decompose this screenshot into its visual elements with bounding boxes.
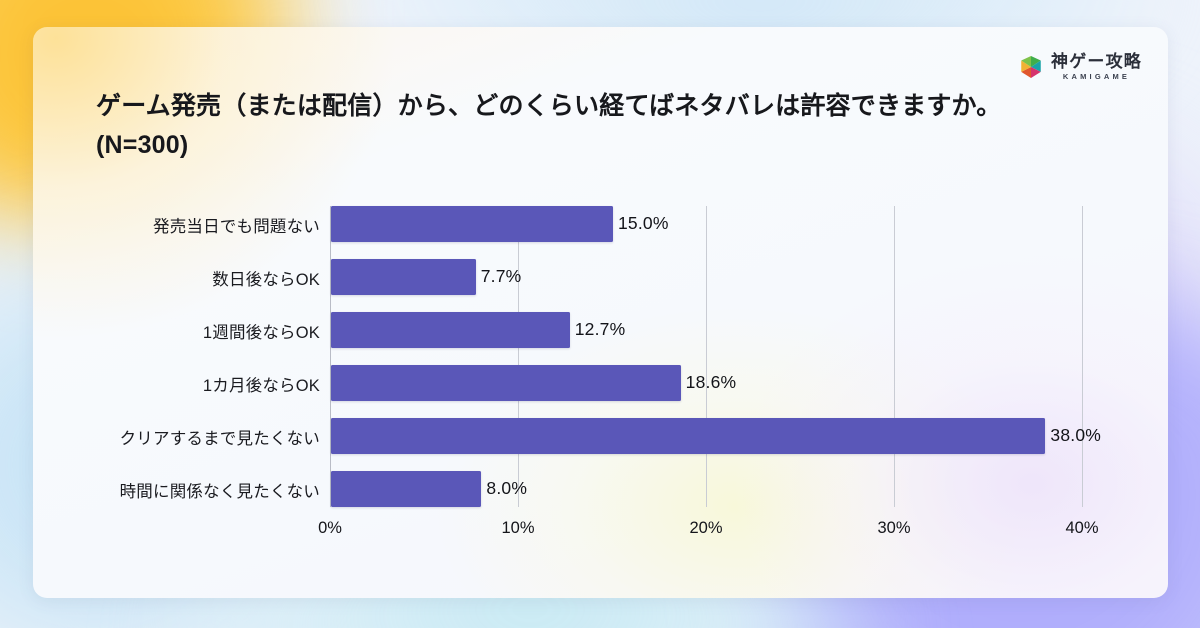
bar bbox=[331, 312, 570, 348]
category-label: 発売当日でも問題ない bbox=[153, 218, 320, 236]
x-tick-label: 0% bbox=[318, 519, 342, 537]
gridline bbox=[894, 206, 895, 507]
bar-value-label: 7.7% bbox=[480, 266, 522, 286]
bar-value-label: 12.7% bbox=[574, 319, 626, 339]
gridline bbox=[518, 206, 519, 507]
x-tick-label: 20% bbox=[689, 519, 723, 537]
x-tick-label: 40% bbox=[1065, 519, 1099, 537]
bar-chart: 発売当日でも問題ない 15.0% 数日後ならOK 7.7% 1週間後ならOK 12.7% 1… bbox=[33, 27, 1168, 598]
bar-value-label: 38.0% bbox=[1050, 425, 1102, 445]
bar bbox=[331, 259, 476, 295]
x-tick-label: 30% bbox=[877, 519, 911, 537]
category-label: 数日後ならOK bbox=[212, 271, 320, 289]
category-label: 時間に関係なく見たくない bbox=[119, 483, 320, 501]
logo-jp-text: 神ゲー攻略 bbox=[1051, 52, 1142, 71]
bar bbox=[331, 365, 681, 401]
bar-value-label: 8.0% bbox=[486, 478, 528, 498]
gridline bbox=[1082, 206, 1083, 507]
gridline bbox=[706, 206, 707, 507]
category-label: 1週間後ならOK bbox=[202, 324, 320, 342]
logo-en-text: KAMIGAME bbox=[1062, 72, 1131, 81]
kamigame-logo: 神ゲー攻略 KAMIGAME bbox=[1018, 53, 1142, 81]
page-title: ゲーム発売（または配信）から、どのくらい経てばネタバレは許容できますか。(N=3… bbox=[96, 92, 1002, 159]
kamigame-pinwheel-icon bbox=[1021, 55, 1041, 78]
chart-card: 神ゲー攻略 KAMIGAME ゲーム発売（または配信）から、どのくらい経てばネタ… bbox=[33, 27, 1168, 598]
category-label: 1カ月後ならOK bbox=[202, 377, 320, 395]
bar-value-label: 15.0% bbox=[618, 213, 669, 233]
bar-value-label: 18.6% bbox=[685, 372, 737, 392]
bar bbox=[331, 206, 613, 242]
y-axis-line bbox=[330, 206, 331, 507]
category-label: クリアするまで見たくない bbox=[119, 430, 320, 448]
bar bbox=[331, 471, 482, 507]
x-tick-label: 10% bbox=[501, 519, 535, 537]
bar bbox=[331, 418, 1046, 454]
